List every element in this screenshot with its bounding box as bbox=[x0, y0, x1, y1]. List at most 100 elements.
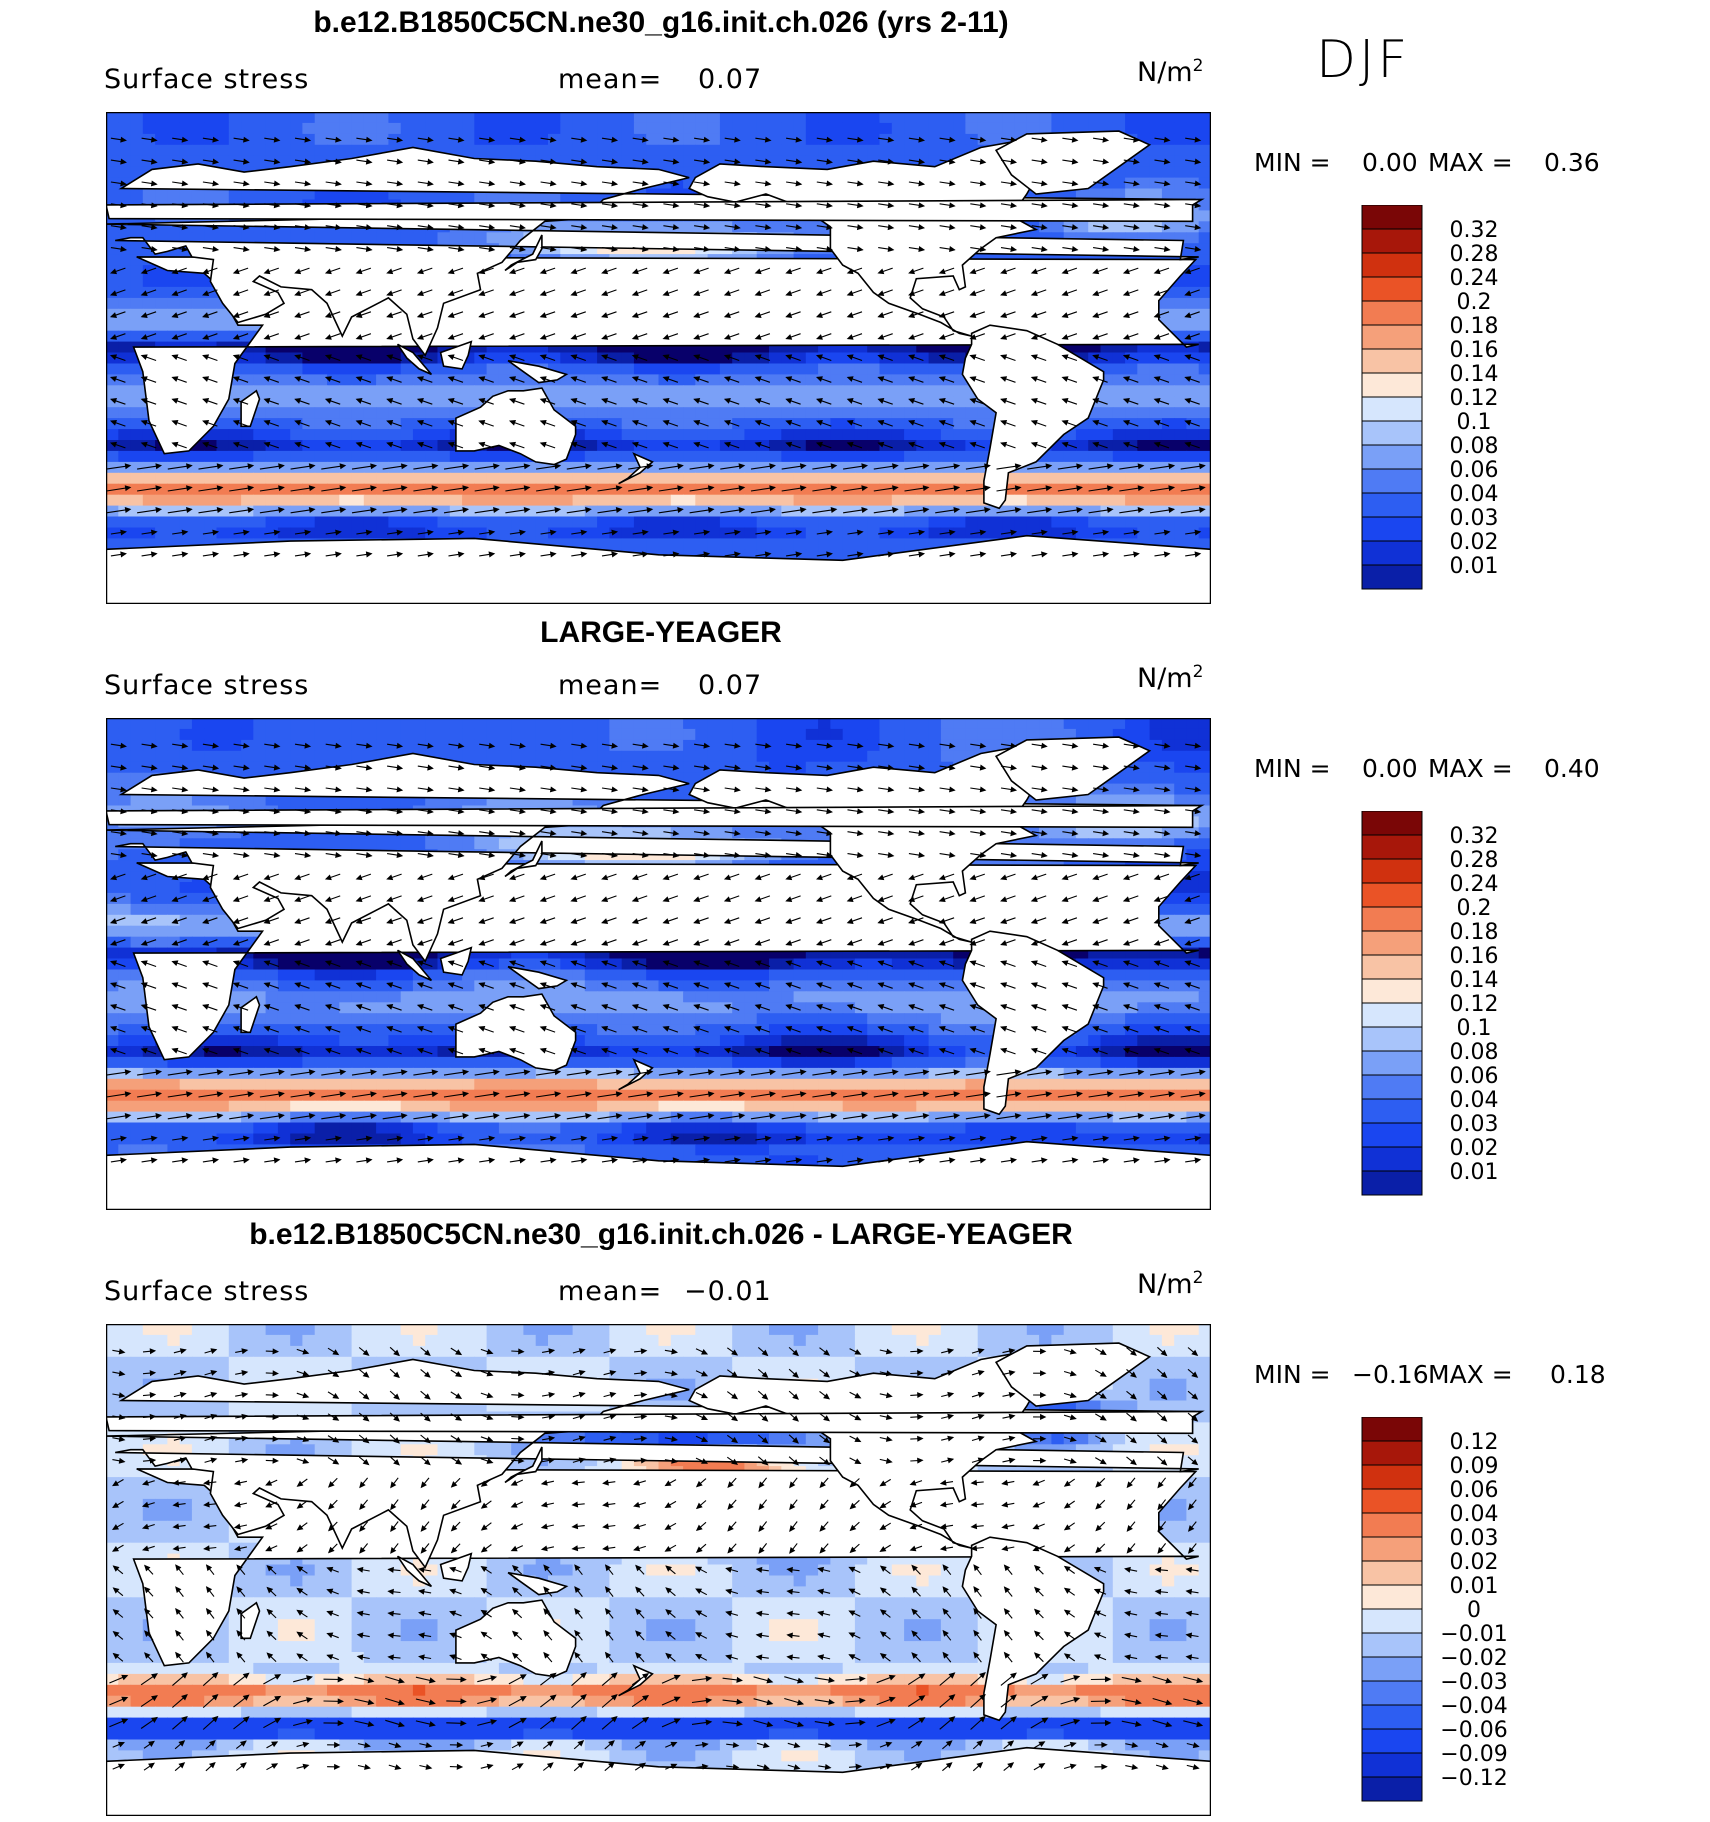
colorbar-tick-label: 0.01 bbox=[1450, 554, 1499, 579]
coastline-newguinea bbox=[507, 1571, 569, 1596]
coastline-namerica bbox=[688, 1350, 1044, 1549]
panel-2-variable: Surface stress bbox=[104, 670, 310, 701]
colorbar-swatch bbox=[1361, 1122, 1423, 1148]
coastline-newguinea bbox=[507, 965, 569, 990]
colorbar-tick-label: 0.12 bbox=[1450, 386, 1499, 411]
map-frame bbox=[105, 1323, 1212, 1817]
colorbar-swatch bbox=[1361, 1098, 1423, 1124]
colorbar-swatch bbox=[1361, 1464, 1423, 1490]
panel-1-min-value: 0.00 bbox=[1362, 148, 1418, 177]
coastline-borneo bbox=[439, 340, 473, 370]
coastline-sumatra bbox=[396, 343, 433, 376]
colorbar-tick-label: 0.08 bbox=[1450, 1040, 1499, 1065]
colorbar-swatch bbox=[1361, 978, 1423, 1004]
colorbar-swatch bbox=[1361, 1632, 1423, 1658]
land-layer bbox=[104, 130, 1212, 605]
colorbar-tick-label: 0.18 bbox=[1450, 314, 1499, 339]
panel-3-min-value: −0.16 bbox=[1352, 1360, 1429, 1389]
season-label: DJF bbox=[1316, 30, 1411, 90]
colorbar-tick-label: 0.03 bbox=[1450, 1526, 1499, 1551]
colorbar-tick-label: 0.01 bbox=[1450, 1160, 1499, 1185]
coastline-uk bbox=[104, 804, 1205, 829]
panel-2-max-label: MAX = bbox=[1428, 754, 1513, 783]
colorbar-tick-label: 0.04 bbox=[1450, 1502, 1499, 1527]
colorbar-tick-label: −0.02 bbox=[1440, 1646, 1507, 1671]
land-layer bbox=[104, 1342, 1212, 1817]
panel-3-max-label: MAX = bbox=[1428, 1360, 1513, 1389]
panel-2-mean-label: mean= bbox=[558, 670, 663, 701]
colorbar-swatch bbox=[1361, 1608, 1423, 1634]
panel-3-colorbar: 0.12 0.09 0.06 0.04 0.03 0.02 0.01 0 −0.01 −0.02−… bbox=[1350, 1416, 1530, 1817]
colorbar-swatch bbox=[1361, 1416, 1423, 1442]
panel-2-title: LARGE-YEAGER bbox=[540, 616, 782, 649]
colorbar-tick-label: 0.28 bbox=[1450, 848, 1499, 873]
coastline-madagascar bbox=[240, 389, 261, 428]
coastline-madagascar bbox=[240, 1601, 261, 1640]
colorbar-tick-label: −0.09 bbox=[1440, 1742, 1507, 1767]
colorbar-swatch bbox=[1361, 420, 1423, 446]
colorbar-swatch bbox=[1361, 204, 1423, 230]
colorbar-swatch bbox=[1361, 1050, 1423, 1076]
coastline-samerica bbox=[961, 1536, 1105, 1722]
colorbar-swatch bbox=[1361, 300, 1423, 326]
colorbar-swatch bbox=[1361, 276, 1423, 302]
colorbar-tick-label: 0.08 bbox=[1450, 434, 1499, 459]
coastline-samerica bbox=[961, 324, 1105, 510]
panel-3-title: b.e12.B1850C5CN.ne30_g16.init.ch.026 - L… bbox=[249, 1218, 1073, 1251]
coastline-borneo bbox=[439, 946, 473, 976]
panel-1-mean-label: mean= bbox=[558, 64, 663, 95]
panel-2-units: N/m2 bbox=[1137, 662, 1204, 694]
panel-1-units: N/m2 bbox=[1137, 56, 1204, 88]
colorbar-swatch bbox=[1361, 834, 1423, 860]
coastline-sumatra bbox=[396, 949, 433, 982]
colorbar-tick-label: 0.32 bbox=[1450, 218, 1499, 243]
panel-3-mean-value: −0.01 bbox=[684, 1276, 772, 1307]
colorbar-tick-label: 0.06 bbox=[1450, 1064, 1499, 1089]
panel-3-max-value: 0.18 bbox=[1550, 1360, 1606, 1389]
colorbar-tick-label: 0.1 bbox=[1457, 410, 1492, 435]
colorbar-tick-label: 0.18 bbox=[1450, 920, 1499, 945]
colorbar-swatch bbox=[1361, 492, 1423, 518]
colorbar-tick-label: −0.03 bbox=[1440, 1670, 1507, 1695]
colorbar-swatch bbox=[1361, 1584, 1423, 1610]
colorbar-tick-label: 0.28 bbox=[1450, 242, 1499, 267]
colorbar-swatch bbox=[1361, 444, 1423, 470]
colorbar-tick-label: 0.04 bbox=[1450, 1088, 1499, 1113]
colorbar-tick-label: 0.06 bbox=[1450, 458, 1499, 483]
panel-2-colorbar: 0.32 0.28 0.24 0.2 0.18 0.16 0.14 0.12 0.1 0.08 0.… bbox=[1350, 810, 1530, 1211]
colorbar-swatch bbox=[1361, 396, 1423, 422]
colorbar-swatch bbox=[1361, 1170, 1423, 1196]
panel-2-mean-value: 0.07 bbox=[698, 670, 763, 701]
colorbar-tick-label: 0 bbox=[1467, 1598, 1481, 1623]
colorbar-tick-label: 0.02 bbox=[1450, 530, 1499, 555]
colorbar-swatch bbox=[1361, 252, 1423, 278]
colorbar-swatch bbox=[1361, 1440, 1423, 1466]
land-layer bbox=[104, 736, 1212, 1211]
colorbar-swatch bbox=[1361, 1536, 1423, 1562]
panel-1-mean-value: 0.07 bbox=[698, 64, 763, 95]
panel-3-min-label: MIN = bbox=[1254, 1360, 1331, 1389]
panel-1-title: b.e12.B1850C5CN.ne30_g16.init.ch.026 (yr… bbox=[313, 6, 1009, 39]
colorbar-swatch bbox=[1361, 954, 1423, 980]
colorbar-tick-label: 0.2 bbox=[1457, 290, 1492, 315]
colorbar-swatch bbox=[1361, 1560, 1423, 1586]
colorbar-swatch bbox=[1361, 1752, 1423, 1778]
colorbar-tick-label: 0.01 bbox=[1450, 1574, 1499, 1599]
colorbar-swatch bbox=[1361, 1656, 1423, 1682]
colorbar-tick-label: 0.12 bbox=[1450, 1430, 1499, 1455]
panel-1-max-value: 0.36 bbox=[1544, 148, 1600, 177]
colorbar-tick-label: 0.14 bbox=[1450, 968, 1499, 993]
colorbar-tick-label: 0.24 bbox=[1450, 872, 1499, 897]
colorbar-swatch bbox=[1361, 1680, 1423, 1706]
wind-vectors bbox=[109, 1346, 1204, 1772]
panel-2-max-value: 0.40 bbox=[1544, 754, 1600, 783]
colorbar-tick-label: 0.04 bbox=[1450, 482, 1499, 507]
colorbar-swatch bbox=[1361, 1704, 1423, 1730]
coastline-namerica bbox=[688, 138, 1044, 337]
colorbar-swatch bbox=[1361, 324, 1423, 350]
colorbar-tick-label: 0.14 bbox=[1450, 362, 1499, 387]
panel-1-max-label: MAX = bbox=[1428, 148, 1513, 177]
colorbar-swatch bbox=[1361, 1026, 1423, 1052]
coastline-samerica bbox=[961, 930, 1105, 1116]
map-frame bbox=[105, 717, 1212, 1211]
